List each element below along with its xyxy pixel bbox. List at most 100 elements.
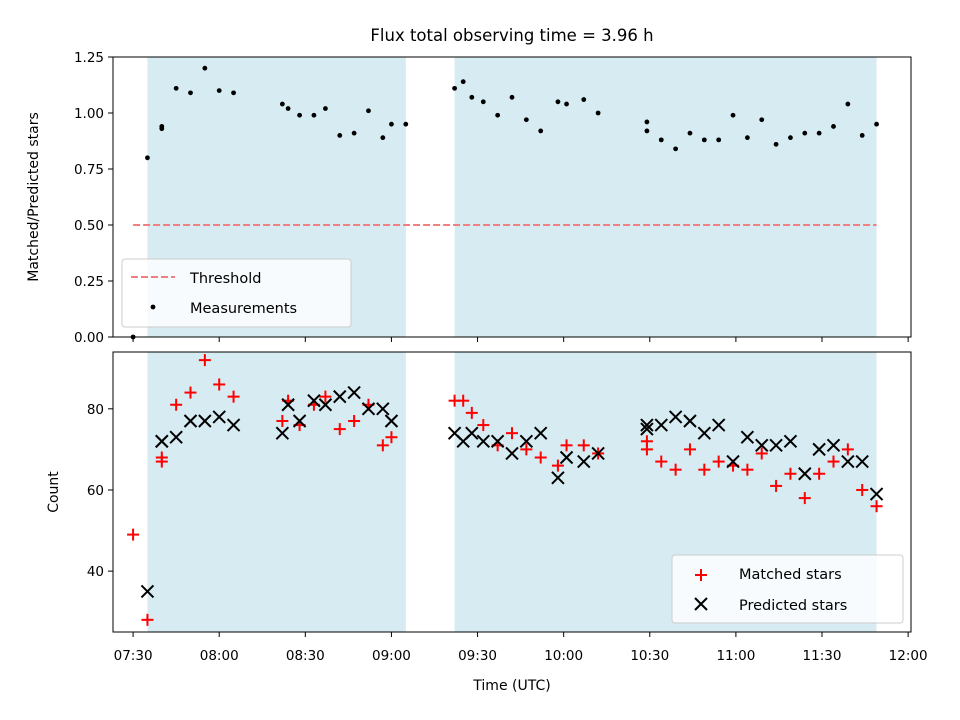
top-y-axis-label: Matched/Predicted stars <box>26 112 42 282</box>
bottom-axes-frame <box>112 351 912 633</box>
predicted-star-point <box>198 414 212 428</box>
matched-star-point <box>534 451 547 464</box>
measurement-point <box>509 94 515 100</box>
x-tick-label: 11:30 <box>803 648 842 664</box>
predicted-star-point <box>711 418 726 432</box>
predicted-star-point <box>465 426 479 440</box>
measurement-point <box>773 141 779 147</box>
bottom-y-axis-label: Count <box>46 471 62 513</box>
measurement-point <box>716 137 722 143</box>
predicted-star-point <box>559 450 574 465</box>
matched-star-point <box>520 443 533 456</box>
bottom-legend-box <box>671 554 904 624</box>
predicted-star-point <box>361 402 376 416</box>
predicted-star-point <box>855 454 869 469</box>
legend-predicted-label: Predicted stars <box>739 598 847 614</box>
matched-star-point <box>385 431 398 444</box>
predicted-star-point <box>490 434 505 448</box>
measurement-point <box>744 135 750 141</box>
bottom-x-ticks: 07:30 08:00 08:30 09:00 09:30 10:00 10:30 11:00… <box>114 632 928 664</box>
matched-star-point <box>319 390 332 403</box>
measurement-point <box>323 106 328 111</box>
matched-star-point <box>560 439 573 452</box>
measurement-point <box>816 130 822 136</box>
measurement-point <box>673 146 679 152</box>
legend-predicted-swatch <box>694 597 708 611</box>
measurement-point <box>469 94 475 100</box>
predicted-star-point <box>183 414 198 428</box>
x-tick-label: 08:30 <box>286 648 325 664</box>
measurement-point <box>581 97 587 102</box>
measurement-point <box>452 85 457 91</box>
measurement-point <box>788 135 793 141</box>
matched-star-point <box>376 439 389 452</box>
x-tick-label: 08:00 <box>200 648 239 664</box>
x-tick-label: 11:00 <box>716 648 755 664</box>
predicted-star-point <box>169 430 183 444</box>
y-tick-label: 0.00 <box>74 330 104 346</box>
predicted-star-point <box>869 487 884 501</box>
measurement-point <box>297 112 302 118</box>
top-legend: Threshold Measurements <box>121 258 352 328</box>
measurement-point <box>658 137 664 143</box>
y-tick-label: 1.00 <box>74 106 104 122</box>
measurement-point <box>831 124 836 129</box>
measurement-point <box>759 117 765 123</box>
matched-star-point <box>333 423 346 436</box>
predicted-star-point <box>783 434 798 448</box>
predicted-star-point <box>347 385 361 400</box>
matched-star-point <box>712 455 725 468</box>
measurement-point <box>859 133 865 138</box>
measurement-point <box>337 133 343 138</box>
x-tick-label: 07:30 <box>114 648 153 664</box>
y-tick-label: 40 <box>87 564 104 580</box>
bottom-legend: Matched stars Predicted stars <box>671 554 904 624</box>
predicted-star-point <box>226 418 241 432</box>
matched-star-point <box>276 414 289 427</box>
matched-star-point <box>127 528 140 541</box>
x-axis-label: Time (UTC) <box>472 678 550 694</box>
measurement-point <box>644 128 650 134</box>
matched-star-point <box>856 483 869 496</box>
measurement-point <box>159 124 165 129</box>
measurement-point <box>730 112 736 118</box>
measurement-point <box>366 108 371 114</box>
predicted-star-point <box>740 430 755 444</box>
x-tick-label: 12:00 <box>889 648 928 664</box>
measurement-point <box>701 137 707 143</box>
legend-matched-swatch <box>695 569 707 581</box>
predicted-star-point <box>333 389 347 404</box>
matched-star-point <box>348 414 361 427</box>
predicted-star-point <box>551 471 565 485</box>
top-legend-box <box>121 258 352 328</box>
predicted-star-point <box>577 454 591 469</box>
measurement-point <box>285 106 291 111</box>
matched-star-point <box>227 390 240 403</box>
matched-star-point <box>198 354 211 367</box>
x-tick-label: 10:30 <box>630 648 669 664</box>
predicted-star-point <box>755 438 769 453</box>
measurement-point <box>173 85 179 91</box>
measurement-point <box>874 121 879 127</box>
predicted-star-point <box>640 422 654 436</box>
matched-star-point <box>784 467 797 480</box>
measurement-point <box>403 121 409 127</box>
measurement-point <box>202 65 208 71</box>
top-y-ticks: 0.00 0.25 0.50 0.75 1.00 1.25 <box>74 50 113 346</box>
matched-star-point <box>655 455 668 468</box>
measurement-point <box>279 101 285 107</box>
measurement-point <box>216 88 222 93</box>
predicted-star-point <box>654 418 668 432</box>
legend-matched-label: Matched stars <box>739 567 842 583</box>
y-tick-label: 0.25 <box>74 274 104 290</box>
matched-star-point <box>770 479 783 492</box>
predicted-star-point <box>841 454 855 469</box>
matched-star-point <box>870 500 883 513</box>
measurement-point <box>687 130 693 136</box>
matched-star-point <box>827 455 840 468</box>
predicted-star-point <box>697 426 712 440</box>
x-tick-label: 09:00 <box>372 648 411 664</box>
matched-star-point <box>669 463 682 476</box>
bottom-panel: 40 60 80 07:30 08:00 08:30 09:00 09:30 10:00 10:… <box>46 351 928 694</box>
